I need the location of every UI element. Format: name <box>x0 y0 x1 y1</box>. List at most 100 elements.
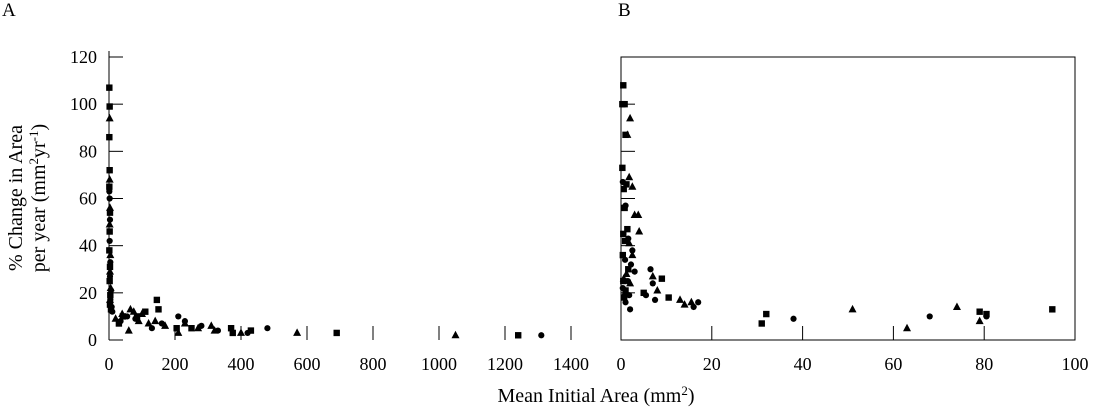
circle-data-point <box>619 178 626 186</box>
square-data-point <box>624 225 631 233</box>
triangle-data-point <box>952 302 961 310</box>
circle-data-point <box>649 280 656 287</box>
triangle-data-point <box>174 328 183 336</box>
triangle-data-point <box>105 219 114 228</box>
circle-data-point <box>117 318 124 325</box>
square-data-point <box>620 82 627 89</box>
square-data-point <box>619 164 626 172</box>
panel-a-y-tick-label: 0 <box>88 330 97 350</box>
triangle-data-point <box>194 323 203 332</box>
triangle-data-point <box>628 250 637 259</box>
square-data-point <box>106 84 113 91</box>
y-axis-title-line2-prefix: per year (mm <box>28 164 50 272</box>
panel-b-chart: B 0 20 40 60 80 100 <box>617 0 1089 374</box>
panel-b-x-tick-label: 60 <box>884 354 902 374</box>
square-data-point <box>758 320 765 327</box>
circle-data-point <box>106 273 114 280</box>
panel-a-y-tick-label: 120 <box>70 47 97 67</box>
square-data-point <box>1049 306 1056 313</box>
square-data-point <box>621 237 629 245</box>
panel-a-x-tick-label: 200 <box>162 354 189 374</box>
y-axis-title-line2-suffix: ) <box>28 124 50 131</box>
circle-data-point <box>124 313 131 320</box>
square-data-point <box>976 308 983 315</box>
circle-data-point <box>106 216 114 223</box>
circle-data-point <box>106 237 113 245</box>
triangle-data-point <box>625 172 634 181</box>
circle-data-point <box>627 261 635 268</box>
square-data-point <box>173 325 180 332</box>
circle-data-point <box>198 322 205 329</box>
y-axis-title-line2-mid: yr <box>28 141 50 158</box>
square-data-point <box>106 228 113 235</box>
circle-data-point <box>695 299 702 306</box>
triangle-data-point <box>129 307 138 315</box>
square-data-point <box>227 325 235 332</box>
triangle-data-point <box>975 316 984 325</box>
square-data-point <box>229 329 236 337</box>
triangle-data-point <box>634 210 643 219</box>
circle-data-point <box>690 303 697 311</box>
circle-data-point <box>626 306 634 313</box>
y-axis-title-sup1: 2 <box>26 158 41 165</box>
square-data-point <box>763 310 770 318</box>
circle-data-point <box>244 329 251 337</box>
svg-text:per year (mm2yr-1): per year (mm2yr-1) <box>26 124 51 272</box>
panel-b-plot-frame <box>620 56 1076 341</box>
square-data-point <box>619 251 627 259</box>
square-data-point <box>623 181 630 188</box>
square-data-point <box>106 247 113 254</box>
panel-a-x-tick-label: 1400 <box>553 354 589 374</box>
circle-data-point <box>642 292 650 299</box>
triangle-data-point <box>111 314 120 322</box>
triangle-data-point <box>293 328 302 336</box>
panel-a-y-tick-label: 40 <box>79 236 97 256</box>
panel-a-x-tick-label: 1000 <box>421 354 457 374</box>
panel-a-data-points <box>105 84 545 339</box>
circle-data-point <box>106 195 113 202</box>
panel-a-x-tick-label: 400 <box>228 354 255 374</box>
circle-data-point <box>790 315 797 322</box>
panel-a-x-tick-label: 800 <box>360 354 387 374</box>
square-data-point <box>188 325 195 332</box>
triangle-data-point <box>676 295 685 303</box>
circle-data-point <box>264 325 271 332</box>
square-data-point <box>106 209 114 216</box>
triangle-data-point <box>622 269 631 277</box>
panel-b-x-tick-label: 40 <box>794 354 812 374</box>
y-axis-title-line1: % Change in Area <box>5 125 27 271</box>
panel-b-ticks: 0 20 40 60 80 100 <box>617 56 1089 374</box>
x-axis-title-sup: 2 <box>681 383 688 398</box>
triangle-data-point <box>105 203 114 211</box>
x-axis-title-suffix: ) <box>688 385 695 407</box>
circle-data-point <box>926 313 933 320</box>
square-data-point <box>106 263 114 271</box>
circle-data-point <box>132 315 139 322</box>
square-data-point <box>620 185 627 193</box>
circle-data-point <box>625 235 632 242</box>
svg-text:% Change in Area: % Change in Area <box>5 125 27 271</box>
square-data-point <box>620 230 627 238</box>
y-axis-title-sup2: -1 <box>26 130 41 141</box>
square-data-point <box>620 294 628 301</box>
square-data-point <box>153 296 161 304</box>
circle-data-point <box>651 296 659 304</box>
triangle-data-point <box>680 300 689 308</box>
triangle-data-point <box>151 316 160 325</box>
panel-a-y-tick-label: 80 <box>79 141 97 161</box>
square-data-point <box>106 277 113 285</box>
square-data-point <box>106 133 113 141</box>
triangle-data-point <box>903 323 912 332</box>
circle-data-point <box>983 313 990 320</box>
panel-b-x-tick-label: 0 <box>617 354 626 374</box>
circle-data-point <box>107 287 115 294</box>
triangle-data-point <box>105 113 114 122</box>
square-data-point <box>665 294 672 301</box>
panel-a-y-tick-label: 60 <box>79 189 97 209</box>
circle-data-point <box>108 303 115 311</box>
circle-data-point <box>629 247 636 254</box>
y-axis-title: % Change in Area per year (mm2yr-1) <box>5 124 50 272</box>
triangle-data-point <box>451 330 460 339</box>
square-data-point <box>155 306 162 313</box>
